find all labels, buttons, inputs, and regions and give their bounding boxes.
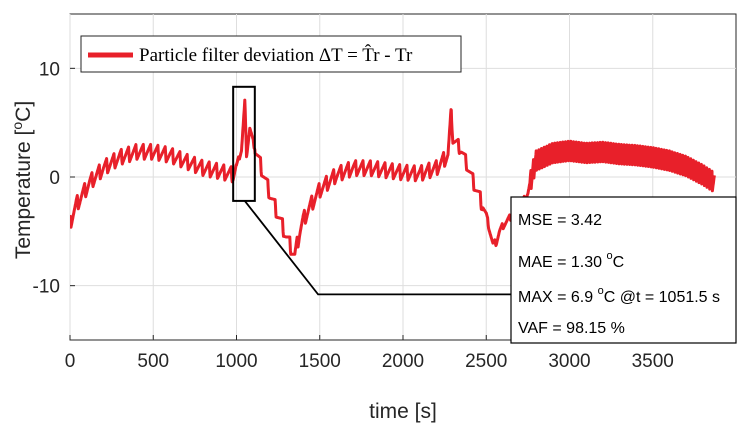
stats-max-time: C @t = 1051.5 s [604,289,720,306]
stats-mae-degree: o [607,250,613,262]
stats-mae: MAE = 1.30 oC [518,250,624,271]
y-axis-title: Temperature [oC] [9,101,35,259]
stats-max: MAX = 6.9 oC @t = 1051.5 s [518,285,720,306]
x-tick-label: 3000 [548,351,590,372]
deviation-series-line [70,98,716,256]
ticks-group: 0 500 1000 1500 2000 2500 3000 3500 10 0 -10 [33,59,674,372]
y-axis-degree: o [9,122,25,130]
stats-mae-value: MAE = 1.30 [518,254,607,271]
y-tick-label: -10 [33,277,60,298]
x-tick-label: 0 [65,351,76,372]
stats-frame [510,196,737,344]
x-tick-label: 500 [137,351,169,372]
x-tick-label: 2000 [382,351,424,372]
y-axis-title-main: Temperature [ [12,129,35,259]
x-tick-label: 1500 [299,351,341,372]
x-axis-title: time [s] [369,400,437,423]
x-tick-label: 2500 [465,351,507,372]
stats-mae-unit: C [613,254,625,271]
y-tick-label: 10 [39,59,60,80]
y-tick-label: 0 [49,168,60,189]
legend-label: Particle filter deviation ΔT = T̂r - Tr [139,44,413,66]
stats-vaf: VAF = 98.15 % [518,320,625,337]
y-axis-unit: C] [12,101,35,122]
x-tick-label: 3500 [632,351,674,372]
zoom-box [232,85,256,202]
stats-mse: MSE = 3.42 [518,212,602,229]
stats-box: MSE = 3.42 MAE = 1.30 oC MAX = 6.9 oC @t… [510,196,737,344]
series-group [70,98,716,256]
x-tick-label: 1000 [215,351,257,372]
legend-box [80,35,462,73]
zoom-connector-line [244,200,512,296]
stats-max-value: MAX = 6.9 [518,289,598,306]
stats-max-degree: o [598,285,604,297]
zoom-group [232,85,512,296]
legend: Particle filter deviation ΔT = T̂r - Tr [80,35,462,73]
